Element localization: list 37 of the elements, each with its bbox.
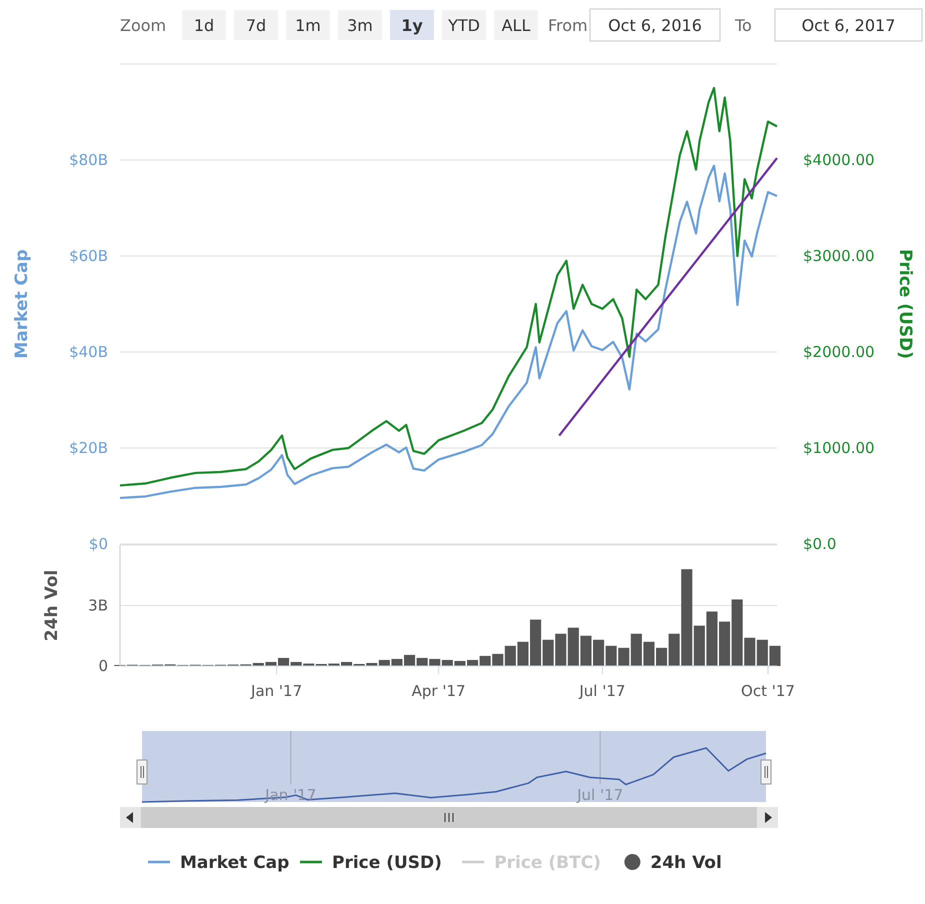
x-tick-label: Apr '17 [412,682,466,700]
legend-label: 24h Vol [650,853,722,873]
x-tick-label: Jan '17 [250,682,302,700]
legend-label: Price (USD) [332,853,442,873]
text: 3m [347,16,373,35]
text: From [548,16,588,35]
text: YTD [447,16,480,35]
x-tick-label: Oct '17 [741,682,795,700]
text: 1d [194,16,214,35]
y-axis-title: 24h Vol [42,570,62,642]
y-tick-label: 0 [98,657,108,675]
y-tick-label: 3B [88,596,108,614]
text: Oct 6, 2016 [608,16,702,35]
line-series [118,86,778,487]
x-tick-label: Jul '17 [578,682,626,700]
x-tick-label: Jul '17 [576,786,624,804]
y2-tick-label: $3000.00 [803,247,875,265]
text: 1m [295,16,321,35]
y2-tick-label: $1000.00 [803,439,875,457]
y-tick-label: $80B [69,151,108,169]
y2-tick-label: $0.0 [803,535,836,553]
y2-axis-title: Price (USD) [895,249,915,359]
text: To [734,16,752,35]
y-tick-label: $20B [69,439,108,457]
text: 1y [401,16,424,35]
text: ALL [502,16,530,35]
y-axis-title: Market Cap [12,249,32,359]
text: Zoom [120,16,166,35]
text: Oct 6, 2017 [802,16,896,35]
line-series [118,164,778,500]
y-tick-label: $0 [88,535,108,553]
y-tick-label: $40B [69,343,108,361]
y-tick-label: $60B [69,247,108,265]
text: 7d [246,16,266,35]
y2-tick-label: $4000.00 [803,151,875,169]
y2-tick-label: $2000.00 [803,343,875,361]
legend-label: Market Cap [180,853,290,873]
